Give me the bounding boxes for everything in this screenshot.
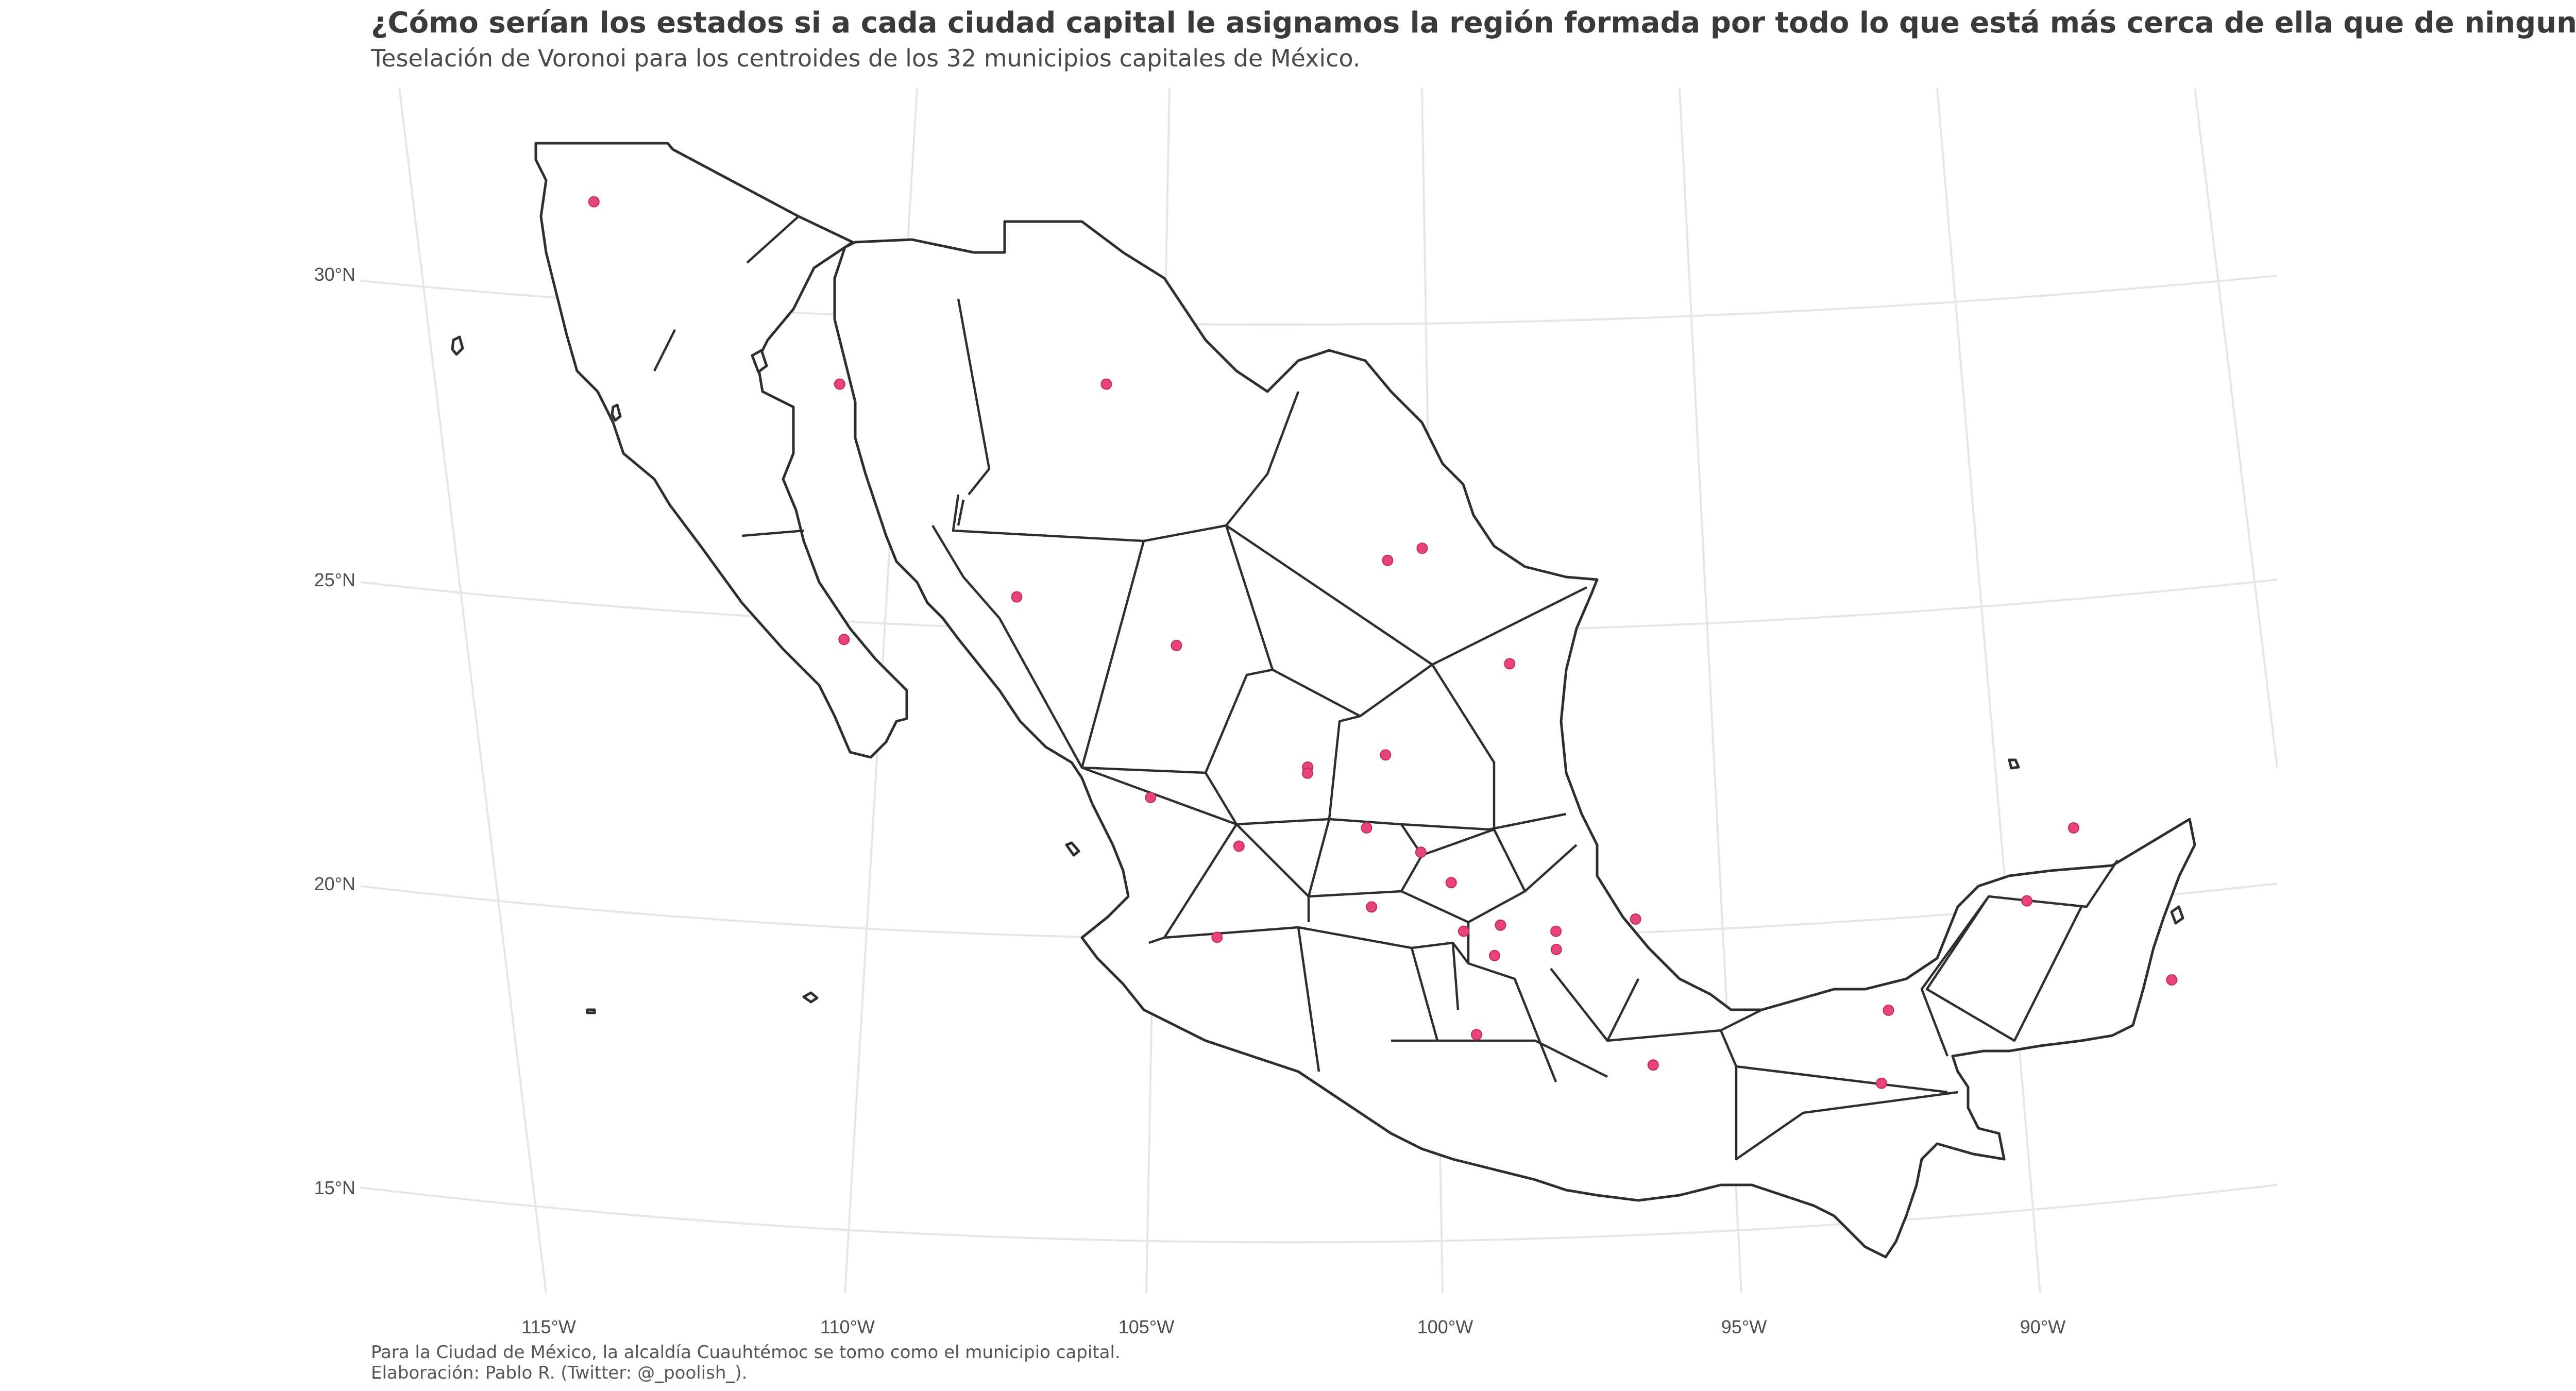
- page-title: ¿Cómo serían los estados si a cada ciuda…: [371, 6, 2576, 40]
- capital-point-22: [1489, 949, 1500, 961]
- island-revillagigedo-2: [586, 1008, 596, 1014]
- lon-label-95: 95°W: [1721, 1316, 1767, 1337]
- capital-point-20: [1550, 925, 1562, 937]
- lat-label-25: 25°N: [314, 569, 355, 590]
- graticule-lon-85: [2194, 87, 2278, 768]
- capital-point-29: [1883, 1005, 1894, 1016]
- capital-point-12: [1145, 792, 1157, 803]
- island-tiburon: [751, 349, 768, 374]
- capital-point-3: [1100, 378, 1112, 390]
- capital-point-27: [1647, 1059, 1659, 1071]
- lat-label-30: 30°N: [314, 264, 355, 285]
- capital-point-8: [1382, 554, 1394, 566]
- lon-label-90: 90°W: [2020, 1316, 2065, 1337]
- caption-line-2: Elaboración: Pablo R. (Twitter: @_poolis…: [371, 1363, 748, 1383]
- capital-point-5: [1011, 591, 1023, 603]
- capital-point-16: [1361, 822, 1372, 834]
- island-arrecife: [2008, 758, 2020, 770]
- capital-point-13: [1301, 767, 1313, 779]
- graticule-lat-15: [360, 1184, 2278, 1244]
- island-cozumel: [2170, 905, 2184, 925]
- capital-point-21: [1495, 919, 1506, 931]
- caption: Para la Ciudad de México, la alcaldía Cu…: [371, 1342, 1121, 1383]
- capital-point-18: [1366, 901, 1378, 913]
- island-revillagigedo-1: [802, 991, 819, 1004]
- capital-point-24: [1630, 913, 1641, 925]
- voronoi-borders: [653, 215, 2119, 1161]
- capital-point-9: [1504, 658, 1516, 670]
- capital-point-30: [2021, 895, 2033, 907]
- caption-line-1: Para la Ciudad de México, la alcaldía Cu…: [371, 1342, 1121, 1363]
- capital-point-1: [588, 196, 600, 208]
- lat-label-20: 20°N: [314, 873, 355, 894]
- capital-point-11: [1380, 749, 1392, 761]
- graticule-lon-90: [1936, 87, 2041, 1294]
- capital-point-7: [1416, 542, 1428, 554]
- island-cedros: [611, 403, 622, 422]
- island-marias: [1065, 841, 1080, 857]
- lon-label-105: 105°W: [1118, 1316, 1174, 1337]
- capital-point-2: [834, 378, 845, 390]
- capital-point-28: [1876, 1077, 1887, 1089]
- baja-california-peninsula: [534, 142, 908, 759]
- lon-label-100: 100°W: [1417, 1316, 1473, 1337]
- graticule-lon-115: [398, 87, 547, 1294]
- capital-point-14: [1233, 840, 1245, 852]
- capital-point-31: [2067, 822, 2079, 834]
- lon-label-110: 110°W: [820, 1316, 875, 1337]
- capital-point-6: [1171, 640, 1182, 651]
- capital-point-32: [2166, 974, 2178, 986]
- capital-point-4: [838, 634, 850, 646]
- lat-label-15: 15°N: [314, 1177, 355, 1198]
- capital-point-19: [1458, 925, 1469, 937]
- lon-label-115: 115°W: [521, 1316, 576, 1337]
- capital-point-23: [1550, 944, 1562, 955]
- capital-point-17: [1445, 877, 1457, 889]
- capital-point-26: [1470, 1029, 1482, 1041]
- capital-points: [588, 196, 2178, 1089]
- capital-point-25: [1211, 931, 1223, 943]
- page-subtitle: Teselación de Voronoi para los centroide…: [371, 44, 1361, 72]
- mainland-mexico: [833, 220, 2196, 1259]
- island-guadalupe: [451, 335, 464, 356]
- capital-point-15: [1415, 846, 1427, 858]
